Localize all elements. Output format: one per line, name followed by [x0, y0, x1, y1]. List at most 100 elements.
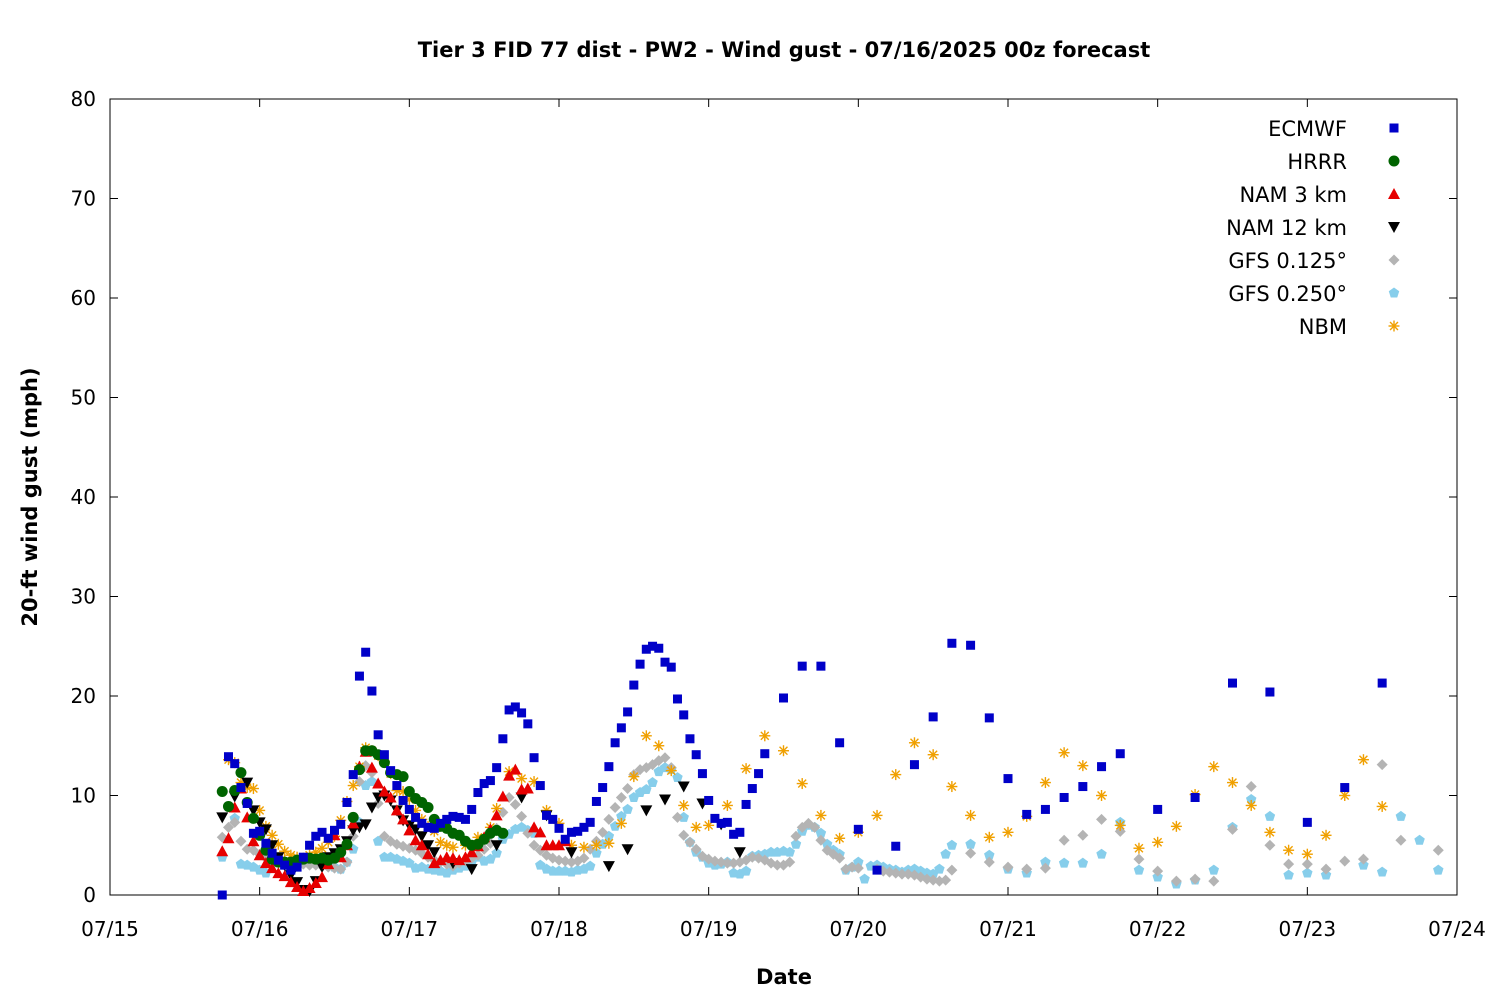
data-point: [578, 841, 590, 853]
x-tick-label: 07/19: [680, 917, 738, 941]
data-point: [609, 801, 621, 813]
x-tick-label: 07/17: [381, 917, 439, 941]
data-point: [603, 837, 615, 849]
data-point: [1414, 834, 1425, 845]
legend-label: NAM 12 km: [1226, 216, 1347, 240]
data-point: [498, 734, 508, 744]
data-point: [379, 750, 389, 760]
data-point: [216, 786, 228, 798]
data-point: [1433, 864, 1444, 875]
data-point: [1339, 855, 1351, 867]
data-point: [1376, 759, 1388, 771]
data-point: [236, 783, 246, 793]
data-point: [678, 811, 689, 822]
y-tick-label: 50: [71, 386, 96, 410]
data-point: [259, 857, 272, 869]
data-point: [984, 849, 995, 860]
data-point: [797, 661, 807, 671]
data-point: [1115, 749, 1125, 759]
data-point: [1208, 864, 1220, 875]
data-point: [653, 740, 665, 752]
data-point: [378, 785, 391, 797]
data-point: [691, 750, 701, 760]
data-point: [759, 730, 771, 742]
data-point: [616, 723, 626, 733]
data-point: [1245, 799, 1257, 811]
legend-marker: [1388, 254, 1400, 266]
data-point: [497, 806, 509, 818]
data-point: [1133, 853, 1145, 865]
data-point: [629, 680, 639, 690]
data-point: [565, 847, 578, 859]
data-point: [760, 749, 770, 759]
data-point: [335, 846, 347, 858]
data-point: [927, 749, 939, 761]
data-point: [816, 661, 826, 671]
data-point: [248, 828, 258, 838]
data-point: [378, 830, 390, 842]
data-point: [796, 778, 808, 790]
data-point: [429, 823, 439, 833]
y-tick-label: 20: [71, 684, 96, 708]
data-point: [373, 730, 383, 740]
data-point: [598, 783, 608, 793]
data-point: [317, 827, 327, 837]
data-point: [515, 792, 528, 804]
data-point: [534, 826, 547, 838]
data-point: [621, 844, 634, 856]
data-point: [222, 800, 234, 812]
data-point: [1265, 687, 1275, 697]
data-point: [235, 835, 247, 847]
data-point: [523, 719, 533, 729]
data-point: [1021, 863, 1033, 875]
data-series: [216, 638, 1444, 900]
data-point: [1264, 810, 1276, 821]
data-point: [517, 708, 527, 718]
data-point: [422, 801, 434, 813]
data-point: [610, 738, 620, 748]
data-point: [834, 832, 846, 844]
data-point: [247, 812, 259, 824]
data-point: [366, 776, 378, 787]
data-point: [253, 849, 266, 861]
data-point: [1301, 848, 1313, 860]
data-point: [946, 839, 958, 850]
data-point: [509, 763, 522, 775]
data-point: [1283, 869, 1294, 880]
data-point: [1264, 839, 1276, 851]
data-point: [397, 771, 409, 783]
data-point: [222, 832, 235, 844]
data-point: [341, 838, 353, 850]
data-point: [934, 863, 945, 874]
data-point: [521, 782, 534, 794]
data-point: [453, 854, 466, 866]
data-point: [1152, 865, 1164, 877]
data-point: [367, 686, 377, 696]
legend-label: NBM: [1299, 315, 1347, 339]
x-tick-label: 07/22: [1129, 917, 1187, 941]
data-point: [1264, 826, 1276, 838]
data-point: [747, 784, 757, 794]
data-point: [348, 770, 358, 780]
data-point: [710, 813, 720, 823]
data-point: [616, 810, 627, 821]
y-tick-label: 70: [71, 187, 96, 211]
data-point: [266, 862, 279, 874]
data-point: [1189, 873, 1201, 885]
data-point: [584, 843, 596, 855]
data-point: [1395, 810, 1407, 821]
data-point: [467, 804, 477, 814]
data-point: [940, 848, 951, 859]
data-point: [217, 890, 227, 900]
data-point: [659, 794, 672, 806]
data-point: [815, 827, 827, 838]
data-point: [460, 814, 470, 824]
data-point: [1170, 875, 1182, 887]
data-point: [578, 852, 590, 864]
data-point: [403, 824, 416, 836]
data-point: [354, 671, 364, 681]
data-point: [1376, 800, 1388, 812]
data-point: [654, 643, 664, 653]
data-point: [272, 867, 285, 879]
data-point: [378, 757, 390, 769]
